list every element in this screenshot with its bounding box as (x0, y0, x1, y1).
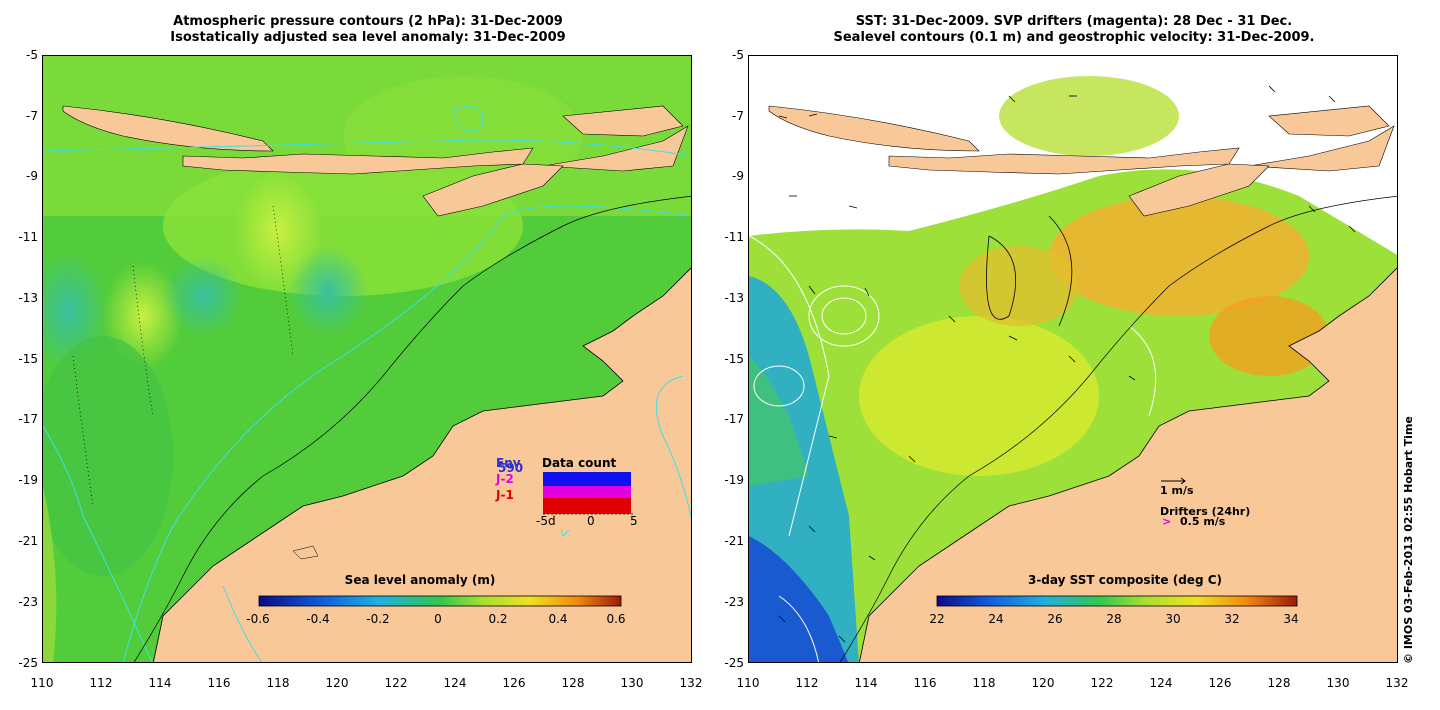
x-tick: 118 (972, 676, 996, 690)
sea-level-colorbar-title: Sea level anomaly (m) (344, 573, 496, 587)
right-title-line2: Sealevel contours (0.1 m) and geostrophi… (833, 30, 1315, 45)
y-tick: -11 (724, 230, 744, 244)
x-tick: 126 (1208, 676, 1232, 690)
x-tick: 132 (1385, 676, 1409, 690)
y-tick: -11 (18, 230, 38, 244)
x-tick: 132 (679, 676, 703, 690)
left-panel-title: Atmospheric pressure contours (2 hPa): 3… (40, 14, 696, 46)
colorbar-tick: 24 (988, 612, 1004, 626)
right-title-line1: SST: 31-Dec-2009. SVP drifters (magenta)… (855, 14, 1293, 29)
drifter-speed-label: 0.5 m/s (1180, 515, 1226, 528)
colorbar-tick: 0 (434, 612, 442, 626)
right-panel-title: SST: 31-Dec-2009. SVP drifters (magenta)… (746, 14, 1402, 46)
velocity-scale-label: 1 m/s (1160, 484, 1194, 497)
y-tick: -5 (26, 48, 38, 62)
x-tick: 112 (89, 676, 113, 690)
x-tick: 118 (266, 676, 290, 690)
data-count-label-j2: J-2 (496, 472, 514, 486)
colorbar-tick: 0.6 (606, 612, 626, 626)
y-tick: -19 (724, 473, 744, 487)
x-tick: 124 (443, 676, 467, 690)
x-tick: 122 (384, 676, 408, 690)
colorbar-tick: 22 (929, 612, 945, 626)
x-tick: 116 (207, 676, 231, 690)
sst-colorbar-title: 3-day SST composite (deg C) (1027, 573, 1223, 587)
x-tick: 126 (502, 676, 526, 690)
y-tick: -9 (732, 169, 744, 183)
x-tick: 114 (148, 676, 172, 690)
y-tick: -7 (732, 109, 744, 123)
x-tick: 110 (736, 676, 760, 690)
data-count-title: Data count (542, 456, 617, 470)
colorbar-tick: 32 (1224, 612, 1240, 626)
x-tick: 122 (1090, 676, 1114, 690)
colorbar-tick: -0.2 (366, 612, 390, 626)
colorbar-tick: 0.4 (548, 612, 568, 626)
x-tick: 114 (854, 676, 878, 690)
left-title-line1: Atmospheric pressure contours (2 hPa): 3… (173, 14, 563, 29)
y-tick: -23 (18, 595, 38, 609)
data-count-label-env: Env (496, 456, 521, 470)
y-tick: -19 (18, 473, 38, 487)
sea-level-anomaly-map (42, 55, 692, 663)
colorbar-tick: 34 (1283, 612, 1299, 626)
sst-map (748, 55, 1398, 663)
y-tick: -13 (724, 291, 744, 305)
x-tick: 116 (913, 676, 937, 690)
colorbar-tick: 26 (1047, 612, 1063, 626)
colorbar-tick: 0.2 (488, 612, 508, 626)
data-count-xtick: 5 (630, 514, 638, 528)
y-tick: -17 (18, 412, 38, 426)
y-tick: -21 (18, 534, 38, 548)
x-tick: 124 (1149, 676, 1173, 690)
left-title-line2: Isostatically adjusted sea level anomaly… (170, 30, 566, 45)
velocity-arrows (778, 85, 1356, 643)
y-tick: -7 (26, 109, 38, 123)
x-tick: 120 (1031, 676, 1055, 690)
data-count-label-j1: J-1 (496, 488, 514, 502)
y-tick: -15 (18, 352, 38, 366)
data-count-xtick: 0 (587, 514, 595, 528)
colorbar-tick: 30 (1165, 612, 1181, 626)
x-tick: 130 (1326, 676, 1350, 690)
copyright-notice: © IMOS 03-Feb-2013 02:55 Hobart Time (1402, 416, 1415, 664)
x-tick: 120 (325, 676, 349, 690)
y-tick: -25 (724, 656, 744, 670)
y-tick: -5 (732, 48, 744, 62)
x-tick: 128 (1267, 676, 1291, 690)
sea-level-colorbar (258, 595, 622, 607)
x-tick: 112 (795, 676, 819, 690)
sst-map-graphic (749, 56, 1397, 662)
y-tick: -13 (18, 291, 38, 305)
x-tick: 128 (561, 676, 585, 690)
sea-level-map-graphic (43, 56, 691, 662)
data-count-xtick: -5d (536, 514, 556, 528)
x-tick: 110 (30, 676, 54, 690)
drifter-symbol: > (1162, 515, 1172, 528)
y-tick: -17 (724, 412, 744, 426)
y-tick: -25 (18, 656, 38, 670)
data-count-histogram (543, 470, 633, 530)
y-tick: -21 (724, 534, 744, 548)
colorbar-tick: -0.4 (306, 612, 330, 626)
colorbar-tick: 28 (1106, 612, 1122, 626)
sst-colorbar (936, 595, 1298, 607)
y-tick: -9 (26, 169, 38, 183)
y-tick: -23 (724, 595, 744, 609)
y-tick: -15 (724, 352, 744, 366)
drifters-label: Drifters (24hr) (1160, 505, 1251, 518)
x-tick: 130 (620, 676, 644, 690)
data-count-overlay-value: 590 (498, 461, 524, 475)
colorbar-tick: -0.6 (246, 612, 270, 626)
